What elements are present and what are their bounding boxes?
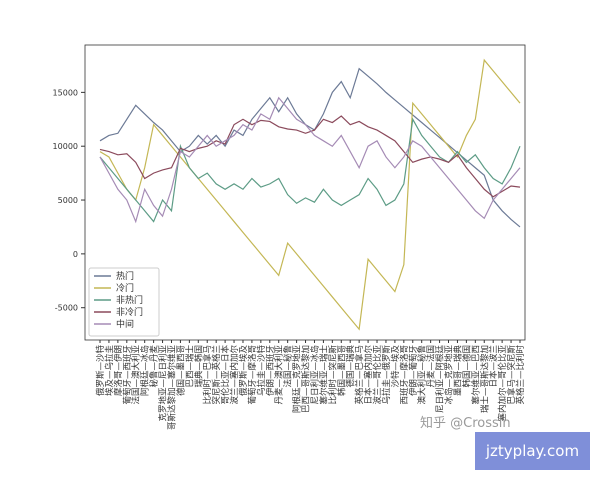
series-line [99, 117, 521, 223]
x-tick-label: 韩国—德国 [461, 345, 472, 388]
x-tick-label: 阿根廷—克罗地亚 [292, 345, 303, 414]
legend-label: 热门 [116, 270, 134, 282]
x-tick-label: 澳大利亚—秘鲁 [417, 345, 428, 405]
legend-label: 中间 [116, 318, 134, 330]
x-tick-label: 瑞士—哥斯达黎加 [479, 345, 490, 413]
x-tick-label: 比利时—突尼斯 [327, 345, 338, 405]
x-tick-label: 巴西—瑞士 [184, 345, 195, 388]
site-badge: jztyplay.com [475, 432, 590, 470]
y-tick-label: 10000 [53, 142, 78, 151]
x-tick-label: 巴拿马—突尼斯 [506, 345, 517, 405]
x-tick-label: 德国—瑞典 [345, 345, 356, 388]
series-line [99, 58, 521, 331]
x-tick-label: 巴西—哥斯达黎加 [301, 345, 312, 413]
x-tick-label: 尼日利亚—冰岛 [309, 345, 320, 405]
legend-label: 非冷门 [116, 306, 143, 318]
series-line [99, 115, 521, 198]
legend-label: 非热门 [116, 294, 143, 306]
x-tick-label: 塞尔维亚—巴西 [470, 345, 481, 405]
y-tick-label: 0 [73, 250, 78, 259]
x-tick-label: 尼日利亚—阿根廷 [435, 345, 446, 414]
x-tick-label: 墨西哥—瑞典 [452, 345, 463, 397]
x-tick-label: 哥伦比亚—日本 [220, 345, 231, 405]
x-tick-label: 秘鲁—丹麦 [149, 345, 160, 388]
x-tick-label: 乌拉圭—俄罗斯 [381, 345, 392, 405]
x-tick-label: 摩洛哥—伊朗 [113, 345, 124, 396]
y-tick-label: 5000 [58, 196, 78, 205]
x-tick-label: 波兰—塞内加尔 [229, 345, 240, 405]
x-tick-label: 塞尔维亚—瑞士 [318, 345, 329, 405]
x-tick-label: 西班牙—摩洛哥 [399, 345, 410, 405]
x-tick-label: 冰岛—克罗地亚 [444, 345, 455, 405]
x-tick-label: 埃及—乌拉圭 [104, 345, 115, 397]
x-tick-label: 突尼斯—英格兰 [211, 345, 222, 405]
x-tick-label: 英格兰—比利时 [515, 345, 526, 405]
x-tick-label: 俄罗斯—埃及 [238, 345, 249, 397]
x-tick-label: 法国—澳大利亚 [131, 345, 142, 405]
series-line [99, 96, 521, 224]
x-tick-label: 沙特—埃及 [390, 345, 401, 388]
x-tick-label: 葡萄牙—摩洛哥 [247, 345, 258, 405]
x-tick-label: 丹麦—澳大利亚 [274, 345, 285, 405]
x-tick-label: 阿根廷—冰岛 [140, 345, 151, 396]
x-tick-label: 比利时—巴拿马 [202, 345, 213, 405]
x-tick-label: 法国—秘鲁 [283, 345, 294, 388]
x-tick-label: 乌拉圭—沙特 [256, 345, 267, 397]
x-tick-label: 瑞典—韩国 [193, 345, 204, 388]
x-tick-label: 葡萄牙—西班牙 [122, 345, 133, 405]
x-tick-label: 丹麦—法国 [426, 345, 437, 388]
y-tick-label: -5000 [55, 304, 78, 313]
x-tick-label: 塞内加尔—哥伦比亚 [497, 345, 508, 422]
x-tick-label: 波兰—哥伦比亚 [372, 345, 383, 405]
x-tick-label: 德国—墨西哥 [175, 345, 186, 397]
x-tick-label: 英格兰—巴拿马 [354, 345, 365, 405]
x-tick-label: 日本—波兰 [488, 345, 499, 388]
x-tick-label: 克罗地亚—尼日利亚 [158, 345, 169, 422]
x-tick-label: 韩国—墨西哥 [336, 345, 347, 397]
legend-label: 冷门 [116, 282, 134, 294]
series-line [99, 67, 521, 228]
y-tick-label: 15000 [53, 88, 78, 97]
x-tick-label: 哥斯达黎加—塞尔维亚 [166, 345, 177, 431]
x-tick-label: 伊朗—葡萄牙 [408, 345, 419, 396]
plot-frame [84, 44, 526, 341]
x-tick-label: 俄罗斯—沙特 [95, 345, 106, 397]
x-tick-label: 伊朗—西班牙 [265, 345, 276, 396]
watermark: 知乎 @Crossin [420, 416, 511, 431]
legend-box [88, 267, 160, 337]
x-tick-label: 日本—塞内加尔 [363, 345, 374, 405]
